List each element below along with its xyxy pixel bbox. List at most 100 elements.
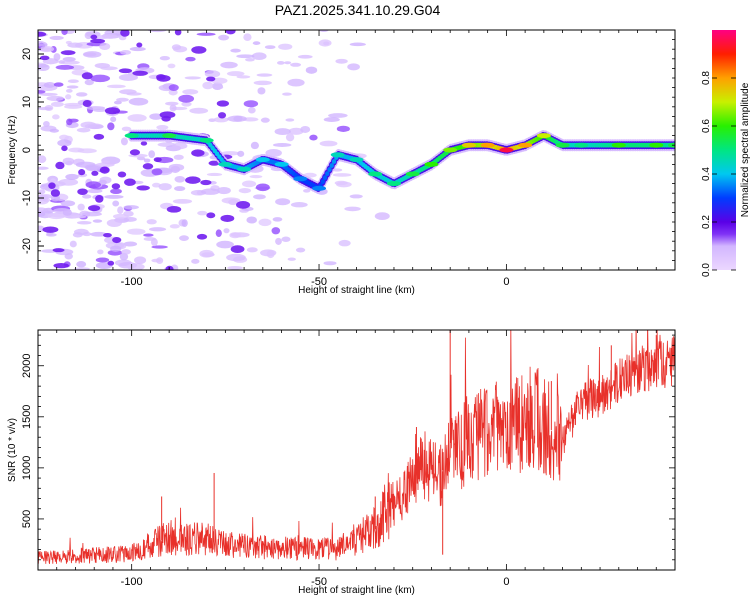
ridge-peak — [162, 133, 177, 139]
y-tick-label: 1000 — [21, 456, 33, 480]
y-tick-label: 0 — [21, 147, 33, 153]
noise-blob-strong — [107, 260, 115, 266]
ridge-peak — [293, 176, 308, 182]
noise-blob — [66, 88, 73, 93]
x-tick-label: -100 — [121, 576, 143, 588]
noise-blob — [149, 113, 163, 120]
noise-blob — [174, 175, 186, 183]
noise-blob — [271, 227, 281, 235]
noise-blob — [106, 84, 126, 89]
noise-blob — [169, 224, 180, 229]
noise-blob — [49, 128, 60, 133]
noise-blob — [216, 240, 234, 249]
noise-blob-strong — [104, 107, 121, 115]
noise-blob — [184, 76, 201, 80]
noise-blob — [216, 186, 231, 195]
noise-blob — [148, 227, 167, 232]
noise-blob — [171, 142, 188, 150]
noise-blob — [236, 54, 255, 59]
noise-blob — [82, 211, 102, 217]
noise-blob — [221, 197, 241, 204]
noise-blob — [55, 64, 75, 70]
noise-blob — [182, 89, 199, 95]
ridge-peak — [330, 152, 345, 158]
noise-blob-strong — [153, 157, 162, 163]
noise-blob — [374, 212, 390, 220]
noise-blob — [72, 232, 83, 238]
noise-blob — [64, 102, 83, 107]
noise-blob — [100, 66, 118, 71]
noise-blob — [77, 203, 85, 211]
noise-blob-strong — [103, 232, 112, 238]
noise-blob — [112, 213, 129, 219]
noise-blob-strong — [111, 183, 121, 190]
noise-blob — [323, 117, 340, 123]
noise-blob — [174, 186, 186, 192]
noise-blob — [253, 80, 272, 86]
noise-blob — [118, 35, 127, 41]
noise-blob — [181, 219, 188, 228]
ridge-peak — [199, 137, 214, 143]
noise-blob — [117, 206, 124, 215]
noise-blob — [181, 101, 192, 107]
noise-blob — [84, 31, 93, 40]
y-tick-label: 500 — [21, 510, 33, 528]
noise-blob — [285, 118, 295, 122]
snr-plot-area — [38, 330, 675, 565]
noise-blob — [255, 183, 270, 192]
noise-blob — [47, 212, 66, 220]
noise-blob-strong — [200, 179, 212, 186]
ridge-peak — [405, 171, 420, 177]
noise-blob — [62, 209, 72, 216]
noise-blob — [246, 216, 258, 224]
noise-blob-strong — [236, 200, 251, 209]
noise-blob — [257, 87, 266, 95]
ridge-peak — [574, 142, 589, 148]
noise-blob — [226, 71, 245, 77]
noise-blob — [281, 236, 291, 242]
noise-blob — [123, 205, 139, 210]
noise-blob — [110, 245, 122, 252]
noise-blob — [349, 42, 366, 47]
noise-blob-strong — [77, 188, 88, 195]
noise-blob — [113, 100, 122, 105]
noise-blob — [227, 115, 247, 122]
noise-blob — [272, 217, 283, 222]
x-tick-label: 0 — [503, 276, 509, 288]
noise-blob — [218, 34, 230, 41]
noise-blob — [62, 157, 75, 165]
ridge-peak — [668, 142, 675, 148]
noise-blob — [82, 194, 92, 199]
noise-blob — [247, 107, 256, 114]
noise-blob — [58, 178, 79, 186]
noise-blob — [60, 200, 76, 207]
noise-blob — [236, 75, 251, 79]
noise-blob — [288, 127, 304, 135]
ridge-peak — [611, 142, 626, 148]
ridge-peak — [555, 142, 570, 148]
noise-blob — [38, 166, 49, 170]
noise-blob — [196, 32, 216, 36]
ridge-peak — [518, 142, 533, 148]
noise-blob-strong — [39, 55, 50, 61]
noise-blob — [266, 250, 275, 259]
noise-blob-strong — [191, 149, 205, 157]
x-tick-label: 0 — [503, 576, 509, 588]
noise-blob — [220, 61, 238, 69]
noise-blob — [118, 74, 139, 81]
noise-blob — [39, 92, 58, 97]
noise-blob — [67, 42, 83, 48]
noise-blob-strong — [117, 171, 127, 178]
noise-blob — [107, 122, 115, 131]
noise-blob — [167, 63, 176, 69]
noise-blob — [101, 34, 118, 39]
noise-blob — [220, 151, 240, 156]
noise-blob — [74, 267, 90, 270]
y-tick-label: 20 — [21, 48, 33, 60]
noise-blob-strong — [191, 46, 207, 54]
noise-blob — [76, 261, 87, 268]
noise-blob — [104, 194, 124, 199]
noise-blob — [76, 127, 91, 133]
noise-blob-strong — [132, 70, 148, 76]
